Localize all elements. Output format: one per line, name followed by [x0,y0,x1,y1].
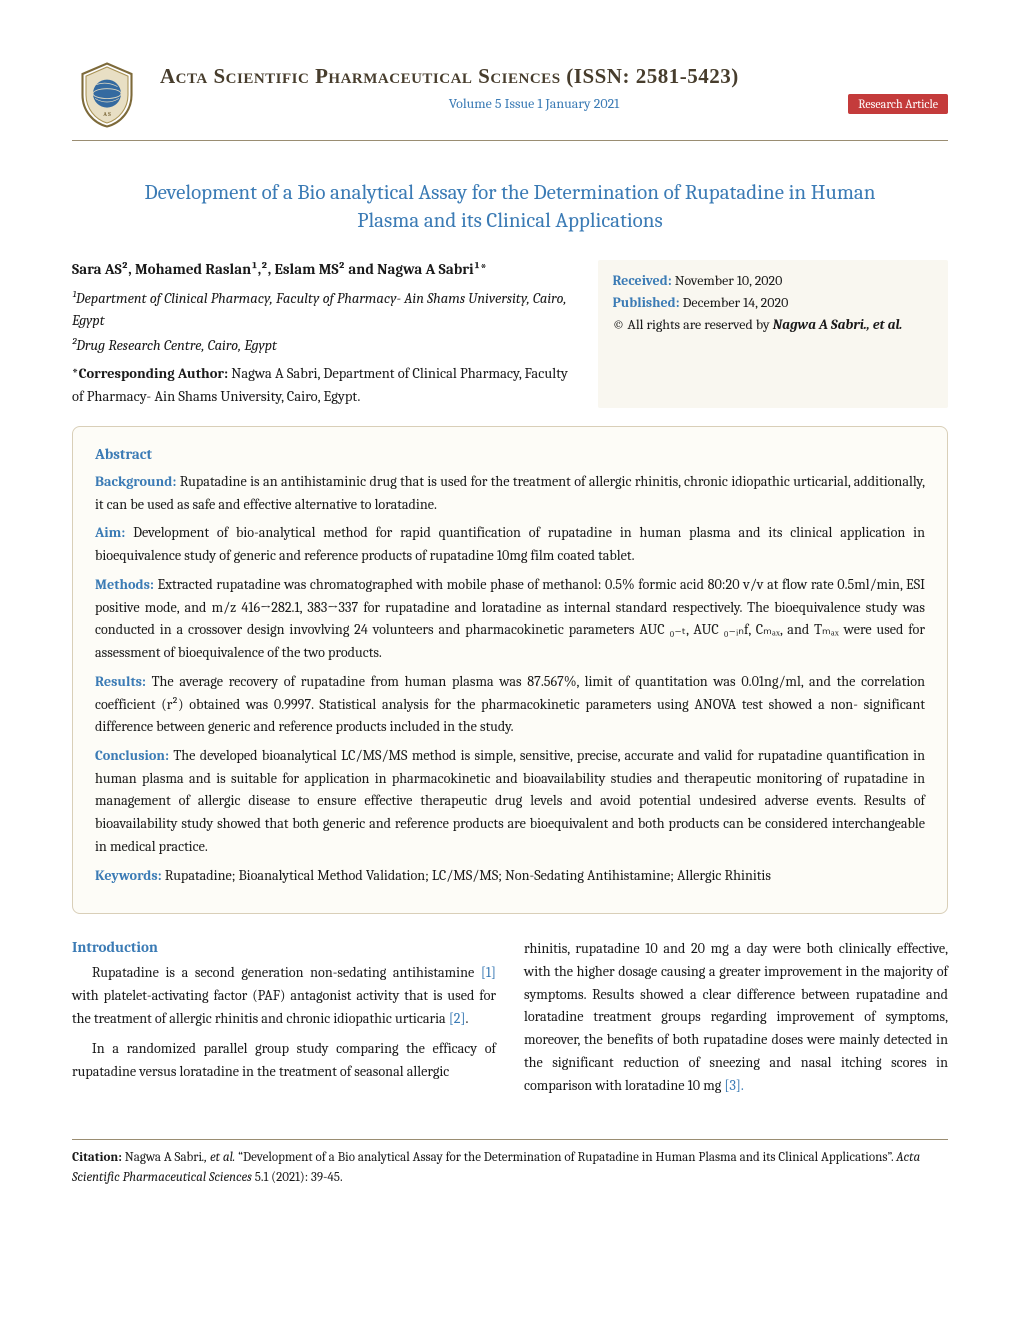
citation-title: “Development of a Bio analytical Assay f… [238,1150,896,1165]
affiliation-2: ²Drug Research Centre, Cairo, Egypt [72,335,570,357]
body-columns: Introduction Rupatadine is a second gene… [72,938,948,1105]
conclusion-label: Conclusion: [95,747,169,764]
background-text: Rupatadine is an antihistaminic drug tha… [95,473,925,513]
abstract-results: Results: The average recovery of rupatad… [95,671,925,739]
abstract-box: Abstract Background: Rupatadine is an an… [72,426,948,914]
conclusion-text: The developed bioanalytical LC/MS/MS met… [95,747,925,855]
column-right: rhinitis, rupatadine 10 and 20 mg a day … [524,938,948,1105]
article-type-badge: Research Article [848,94,948,114]
received-line: Received: November 10, 2020 [612,270,934,292]
header: A S Acta Scientific Pharmaceutical Scien… [72,60,948,130]
svg-text:A S: A S [102,112,111,118]
rights-line: © All rights are reserved by Nagwa A Sab… [612,314,934,336]
citation-author: Nagwa A Sabri., et al. [125,1150,238,1165]
abstract-aim: Aim: Development of bio-analytical metho… [95,522,925,567]
article-title: Development of a Bio analytical Assay fo… [72,179,948,236]
journal-name: Acta Scientific Pharmaceutical Sciences … [160,64,948,89]
volume-issue: Volume 5 Issue 1 January 2021 [120,95,948,112]
authors-affiliations: Sara AS², Mohamed Raslan¹,², Eslam MS² a… [72,260,570,408]
received-value: November 10, 2020 [675,272,783,289]
abstract-methods: Methods: Extracted rupatadine was chroma… [95,574,925,665]
methods-label: Methods: [95,576,154,593]
ref-1[interactable]: [1] [481,964,496,981]
p1a: Rupatadine is a second generation non-se… [92,964,481,981]
keywords-label: Keywords: [95,867,162,884]
intro-p3: rhinitis, rupatadine 10 and 20 mg a day … [524,938,948,1097]
p3a: rhinitis, rupatadine 10 and 20 mg a day … [524,940,948,1093]
received-label: Received: [612,272,674,289]
ref-3[interactable]: [3]. [724,1077,743,1094]
results-text: The average recovery of rupatadine from … [95,673,925,735]
intro-p2: In a randomized parallel group study com… [72,1038,496,1083]
abstract-heading: Abstract [95,445,925,463]
intro-p1: Rupatadine is a second generation non-se… [72,962,496,1030]
authors-line: Sara AS², Mohamed Raslan¹,², Eslam MS² a… [72,260,570,278]
header-text-block: Acta Scientific Pharmaceutical Sciences … [160,60,948,114]
publication-meta-box: Received: November 10, 2020 Published: D… [598,260,948,408]
results-label: Results: [95,673,146,690]
header-rule [72,140,948,141]
published-label: Published: [612,294,682,311]
methods-text: Extracted rupatadine was chromatographed… [95,576,925,661]
background-label: Background: [95,473,176,490]
published-value: December 14, 2020 [683,294,789,311]
corresponding-author: *Corresponding Author: Nagwa A Sabri, De… [72,363,570,408]
page: A S Acta Scientific Pharmaceutical Scien… [0,0,1020,1227]
citation-vol: 5.1 (2021): 39-45. [255,1170,343,1185]
column-left: Introduction Rupatadine is a second gene… [72,938,496,1105]
affiliation-1: ¹Department of Clinical Pharmacy, Facult… [72,288,570,333]
aim-label: Aim: [95,524,125,541]
aim-text: Development of bio-analytical method for… [95,524,925,564]
ref-2[interactable]: [2] [449,1010,466,1027]
footer-rule [72,1139,948,1140]
p1b: with platelet-activating factor (PAF) an… [72,987,496,1027]
p1c: . [465,1010,468,1027]
rights-author: Nagwa A Sabri., et al. [773,316,903,333]
meta-row: Sara AS², Mohamed Raslan¹,², Eslam MS² a… [72,260,948,408]
rights-prefix: © All rights are reserved by [612,316,772,333]
abstract-keywords: Keywords: Rupatadine; Bioanalytical Meth… [95,865,925,888]
introduction-heading: Introduction [72,938,496,956]
citation-label: Citation: [72,1150,125,1165]
abstract-conclusion: Conclusion: The developed bioanalytical … [95,745,925,859]
citation: Citation: Nagwa A Sabri., et al. “Develo… [72,1148,948,1187]
published-line: Published: December 14, 2020 [612,292,934,314]
keywords-text: Rupatadine; Bioanalytical Method Validat… [162,867,771,884]
abstract-background: Background: Rupatadine is an antihistami… [95,471,925,516]
